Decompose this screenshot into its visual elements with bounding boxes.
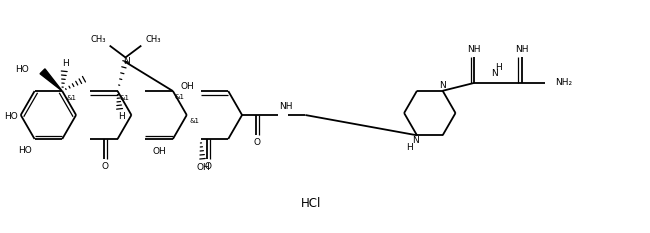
Text: N: N <box>123 57 130 66</box>
Text: HO: HO <box>4 112 18 120</box>
Text: OH: OH <box>197 163 211 172</box>
Text: H: H <box>406 143 413 152</box>
Text: &1: &1 <box>120 95 129 101</box>
Text: N: N <box>491 69 497 79</box>
Text: OH: OH <box>181 82 194 91</box>
Text: HCl: HCl <box>301 197 321 210</box>
Text: O: O <box>205 162 211 171</box>
Text: O: O <box>254 138 261 147</box>
Text: H: H <box>495 63 502 72</box>
Text: NH: NH <box>279 102 292 111</box>
Text: N: N <box>413 136 419 145</box>
Text: HO: HO <box>15 65 29 74</box>
Text: NH₂: NH₂ <box>555 78 573 87</box>
Text: OH: OH <box>152 147 166 156</box>
Text: N: N <box>439 81 446 90</box>
Text: CH₃: CH₃ <box>145 35 161 44</box>
Polygon shape <box>40 69 62 91</box>
Text: &1: &1 <box>190 118 200 124</box>
Text: HO: HO <box>18 146 32 155</box>
Text: CH₃: CH₃ <box>90 35 106 44</box>
Text: H: H <box>118 112 125 121</box>
Text: &1: &1 <box>175 94 185 100</box>
Text: O: O <box>101 162 109 171</box>
Text: NH: NH <box>515 45 528 54</box>
Text: H: H <box>62 59 69 68</box>
Text: &1: &1 <box>66 95 76 101</box>
Text: NH: NH <box>467 45 481 54</box>
